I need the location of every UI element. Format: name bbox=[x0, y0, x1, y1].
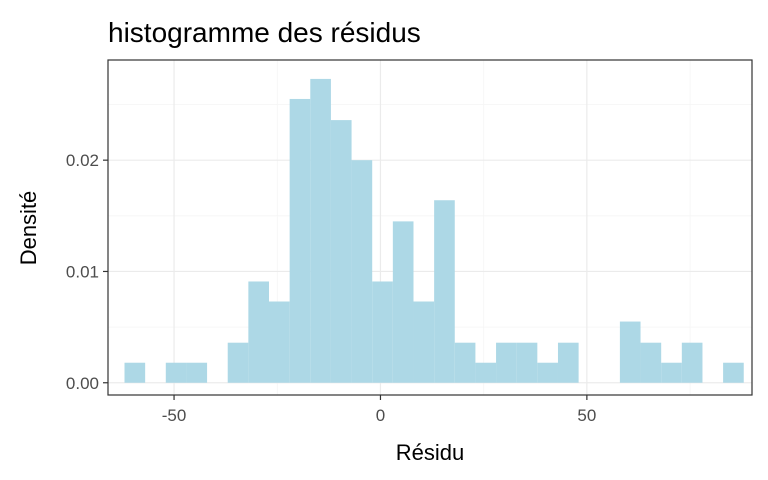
histogram-bar bbox=[124, 362, 146, 383]
histogram-bars bbox=[124, 78, 744, 383]
histogram-bar bbox=[413, 301, 435, 383]
histogram-bar bbox=[723, 362, 744, 383]
histogram-bar bbox=[661, 362, 682, 383]
x-tick-label: -50 bbox=[162, 406, 187, 425]
histogram-bar bbox=[310, 78, 331, 383]
histogram-bar bbox=[248, 281, 269, 383]
histogram-bar bbox=[454, 342, 476, 383]
histogram-bar bbox=[496, 342, 517, 383]
histogram-bar bbox=[372, 281, 393, 383]
x-tick-label: 50 bbox=[577, 406, 596, 425]
histogram-bar bbox=[619, 321, 641, 383]
x-axis-ticks: -50 0 50 bbox=[162, 395, 596, 425]
histogram-bar bbox=[186, 362, 208, 383]
histogram-bar bbox=[475, 362, 497, 383]
histogram-bar bbox=[330, 120, 352, 383]
histogram-bar bbox=[227, 342, 249, 383]
histogram-bar bbox=[165, 362, 187, 383]
histogram-bar bbox=[681, 342, 703, 383]
histogram-bar bbox=[640, 342, 662, 383]
histogram-bar bbox=[537, 362, 558, 383]
y-tick-label: 0.00 bbox=[66, 374, 99, 393]
histogram-bar bbox=[434, 200, 455, 383]
histogram-bar bbox=[351, 160, 373, 383]
histogram-bar bbox=[557, 342, 579, 383]
y-tick-label: 0.02 bbox=[66, 151, 99, 170]
histogram-bar bbox=[392, 221, 414, 383]
x-tick-label: 0 bbox=[376, 406, 385, 425]
histogram-bar bbox=[289, 98, 311, 383]
x-axis-label: Résidu bbox=[396, 440, 464, 465]
y-tick-label: 0.01 bbox=[66, 262, 99, 281]
histogram-bar bbox=[269, 301, 290, 383]
histogram-bar bbox=[516, 342, 538, 383]
panel-border bbox=[107, 59, 753, 396]
y-axis-ticks: 0.00 0.01 0.02 bbox=[66, 151, 108, 393]
y-axis-label: Densité bbox=[16, 191, 41, 266]
chart-title: histogramme des résidus bbox=[108, 17, 421, 48]
